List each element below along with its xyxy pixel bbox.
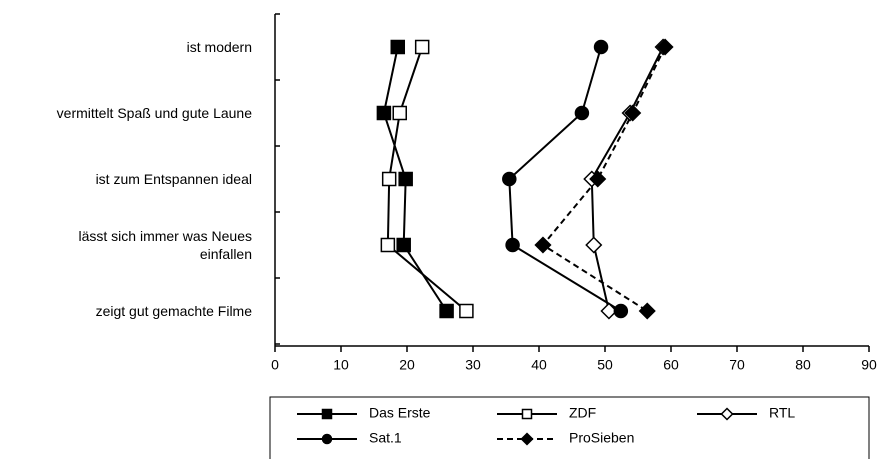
marker bbox=[520, 432, 534, 446]
marker bbox=[574, 105, 590, 121]
marker bbox=[505, 237, 520, 253]
marker bbox=[534, 236, 552, 254]
marker bbox=[656, 38, 674, 56]
marker bbox=[376, 105, 392, 121]
marker bbox=[321, 433, 333, 445]
marker bbox=[521, 408, 533, 420]
x-tick-label: 90 bbox=[861, 357, 877, 373]
y-tick-label: zeigt gut gemachte Filme bbox=[95, 303, 252, 319]
marker bbox=[381, 171, 397, 187]
marker bbox=[439, 303, 454, 319]
marker bbox=[398, 171, 413, 187]
x-tick-label: 50 bbox=[597, 357, 613, 373]
x-tick-label: 60 bbox=[663, 357, 679, 373]
y-tick-label: vermittelt Spaß und gute Laune bbox=[56, 105, 252, 121]
marker bbox=[585, 236, 603, 254]
marker bbox=[593, 39, 609, 55]
marker bbox=[459, 303, 474, 319]
legend-label: Das Erste bbox=[369, 405, 431, 421]
x-tick-label: 10 bbox=[333, 357, 349, 373]
marker bbox=[321, 408, 333, 420]
x-tick-label: 70 bbox=[729, 357, 745, 373]
marker bbox=[502, 171, 517, 187]
legend-label: Sat.1 bbox=[369, 430, 402, 446]
x-tick-label: 0 bbox=[271, 357, 279, 373]
marker bbox=[613, 303, 629, 319]
legend-label: ZDF bbox=[569, 405, 596, 421]
y-tick-label: ist zum Entspannen ideal bbox=[95, 171, 252, 187]
marker bbox=[392, 105, 407, 121]
marker bbox=[396, 237, 411, 253]
marker bbox=[720, 407, 734, 421]
x-tick-label: 20 bbox=[399, 357, 415, 373]
marker bbox=[600, 302, 618, 320]
marker bbox=[624, 104, 642, 122]
x-tick-label: 40 bbox=[531, 357, 547, 373]
y-tick-label: ist modern bbox=[186, 39, 252, 55]
marker bbox=[414, 39, 430, 55]
marker bbox=[638, 302, 656, 320]
marker bbox=[589, 170, 607, 188]
legend-box bbox=[269, 396, 870, 459]
y-tick-label: lässt sich immer was Neues einfallen bbox=[78, 228, 253, 262]
legend-label: ProSieben bbox=[569, 430, 634, 446]
series-line bbox=[541, 46, 666, 312]
marker bbox=[380, 237, 396, 253]
x-tick-label: 80 bbox=[795, 357, 811, 373]
legend-label: RTL bbox=[769, 405, 795, 421]
marker bbox=[390, 39, 406, 55]
x-tick-label: 30 bbox=[465, 357, 481, 373]
